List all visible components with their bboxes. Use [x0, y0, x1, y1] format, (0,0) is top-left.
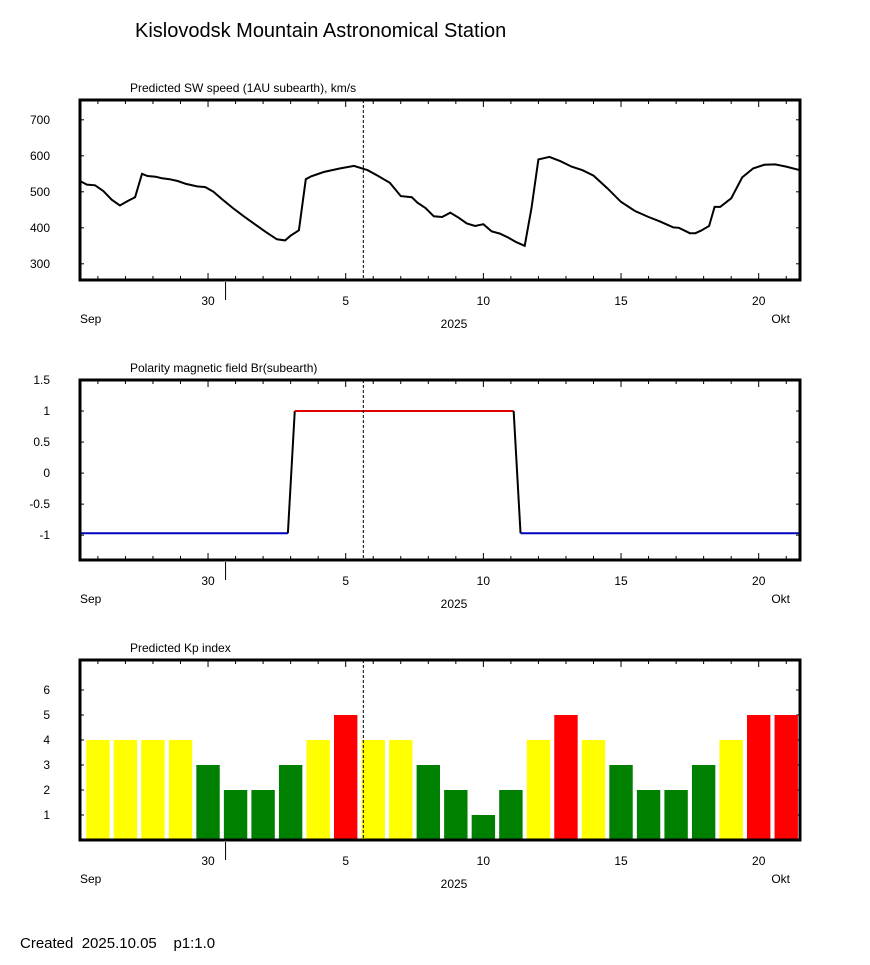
kp-bar: [306, 740, 330, 840]
kp-bar: [774, 715, 798, 840]
kp-bar: [691, 765, 716, 840]
y-tick-label: -0.5: [29, 497, 50, 511]
x-tick-label: 30: [201, 854, 215, 868]
y-tick-label: 0: [43, 466, 50, 480]
kp-bar: [113, 740, 138, 840]
y-tick-label: 300: [30, 257, 50, 271]
x-end-month-label: Okt: [771, 592, 790, 606]
x-end-month-label: Okt: [771, 312, 790, 326]
y-tick-label: 6: [43, 683, 50, 697]
kp-bar: [389, 740, 413, 840]
y-tick-label: 700: [30, 113, 50, 127]
y-tick-label: -1: [39, 528, 50, 542]
kp-bar: [141, 740, 165, 840]
x-tick-label: 10: [477, 294, 491, 308]
x-tick-label: 15: [614, 574, 628, 588]
y-tick-label: 4: [43, 733, 50, 747]
x-end-month-label: Okt: [771, 872, 790, 886]
x-year-label: 2025: [441, 317, 468, 331]
x-tick-label: 15: [614, 294, 628, 308]
chart-panel-3: Predicted Kp index 1 2 3 4 5 6 30 5 10 15 20 Sep Okt 2…: [43, 641, 802, 891]
y-tick-label: 500: [30, 185, 50, 199]
y-tick-label: 5: [43, 708, 50, 722]
x-year-label: 2025: [441, 877, 468, 891]
x-tick-label: 20: [752, 574, 766, 588]
x-tick-label: 10: [477, 574, 491, 588]
kp-bar: [196, 765, 220, 840]
footer-created: Created 2025.10.05 p1:1.0: [20, 935, 216, 952]
kp-bar: [526, 740, 551, 840]
kp-bar: [719, 740, 743, 840]
kp-bar: [223, 790, 248, 840]
x-tick-label: 30: [201, 294, 215, 308]
x-tick-label: 5: [342, 854, 349, 868]
x-start-month-label: Sep: [80, 592, 102, 606]
kp-bar: [251, 790, 275, 840]
kp-bar: [664, 790, 688, 840]
kp-bar: [471, 815, 496, 840]
y-tick-label: 3: [43, 758, 50, 772]
kp-bar: [361, 740, 385, 840]
x-year-label: 2025: [441, 597, 468, 611]
polarity-segment: [512, 410, 522, 534]
chart-panel-1: Predicted SW speed (1AU subearth), km/s 3…: [30, 81, 802, 331]
y-tick-label: 0.5: [33, 435, 50, 449]
kp-bar: [499, 790, 523, 840]
y-tick-label: 1: [43, 808, 50, 822]
x-tick-label: 15: [614, 854, 628, 868]
polarity-segment: [286, 410, 296, 534]
x-start-month-label: Sep: [80, 872, 102, 886]
x-tick-label: 5: [342, 294, 349, 308]
x-tick-label: 10: [477, 854, 491, 868]
x-tick-label: 30: [201, 574, 215, 588]
kp-bar: [278, 765, 303, 840]
x-tick-label: 5: [342, 574, 349, 588]
chart-panel-2: Polarity magnetic field Br(subearth) -1 -0…: [29, 361, 802, 611]
x-tick-label: 20: [752, 854, 766, 868]
kp-bar: [581, 740, 606, 840]
kp-bar: [416, 765, 440, 840]
y-tick-label: 1: [43, 404, 50, 418]
kp-bar: [554, 715, 578, 840]
x-tick-label: 20: [752, 294, 766, 308]
kp-bar: [636, 790, 661, 840]
y-tick-label: 2: [43, 783, 50, 797]
kp-bar: [609, 765, 633, 840]
chart-title: Polarity magnetic field Br(subearth): [130, 361, 317, 375]
page-title: Kislovodsk Mountain Astronomical Station: [135, 20, 507, 42]
chart-title: Predicted SW speed (1AU subearth), km/s: [130, 81, 356, 95]
x-start-month-label: Sep: [80, 312, 102, 326]
y-tick-label: 600: [30, 149, 50, 163]
kp-bar: [333, 715, 358, 840]
y-tick-label: 1.5: [33, 373, 50, 387]
plot-frame: [78, 98, 802, 282]
kp-bar: [86, 740, 110, 840]
kp-bar: [746, 715, 771, 840]
kp-bar: [168, 740, 193, 840]
chart-title: Predicted Kp index: [130, 641, 231, 655]
y-tick-label: 400: [30, 221, 50, 235]
kp-bar: [444, 790, 468, 840]
plot-frame: [78, 378, 802, 562]
sw-speed-line: [79, 155, 801, 248]
plot-frame: [78, 658, 802, 842]
